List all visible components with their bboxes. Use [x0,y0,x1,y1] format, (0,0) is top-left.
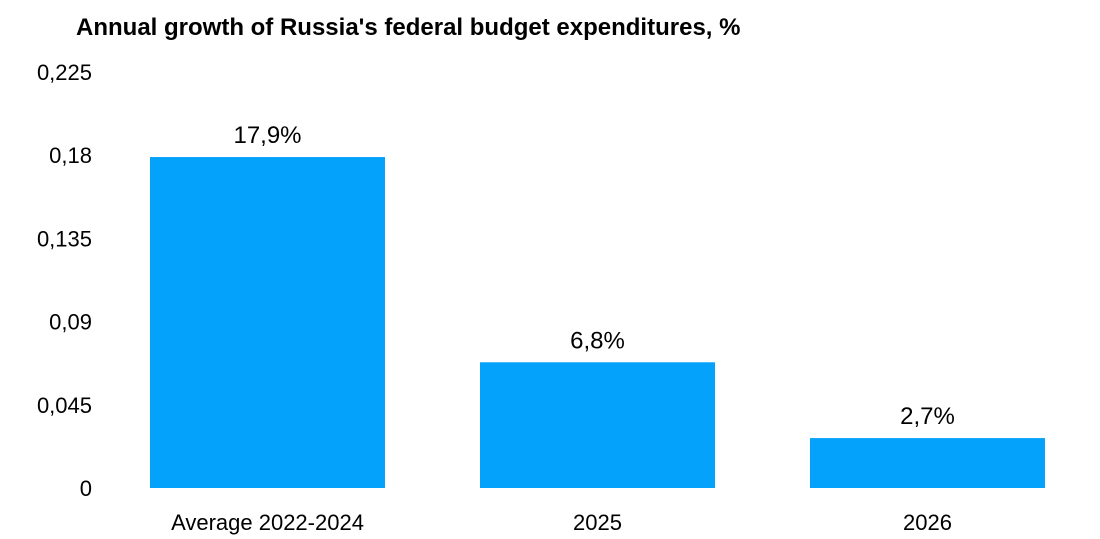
x-tick-label: 2026 [903,510,952,535]
y-tick-label: 0 [80,476,92,501]
y-tick-label: 0,18 [49,143,92,168]
data-label: 17,9% [233,122,301,149]
y-tick-label: 0,09 [49,310,92,335]
data-label: 2,7% [900,403,955,430]
data-label: 6,8% [570,327,625,354]
y-tick-label: 0,135 [37,226,92,251]
bar [480,362,715,488]
x-tick-label: Average 2022-2024 [171,510,364,535]
chart-title: Annual growth of Russia's federal budget… [76,14,741,41]
bar [810,438,1045,488]
x-tick-label: 2025 [573,510,622,535]
y-tick-label: 0,225 [37,60,92,85]
y-tick-label: 0,045 [37,393,92,418]
bar [150,157,385,488]
